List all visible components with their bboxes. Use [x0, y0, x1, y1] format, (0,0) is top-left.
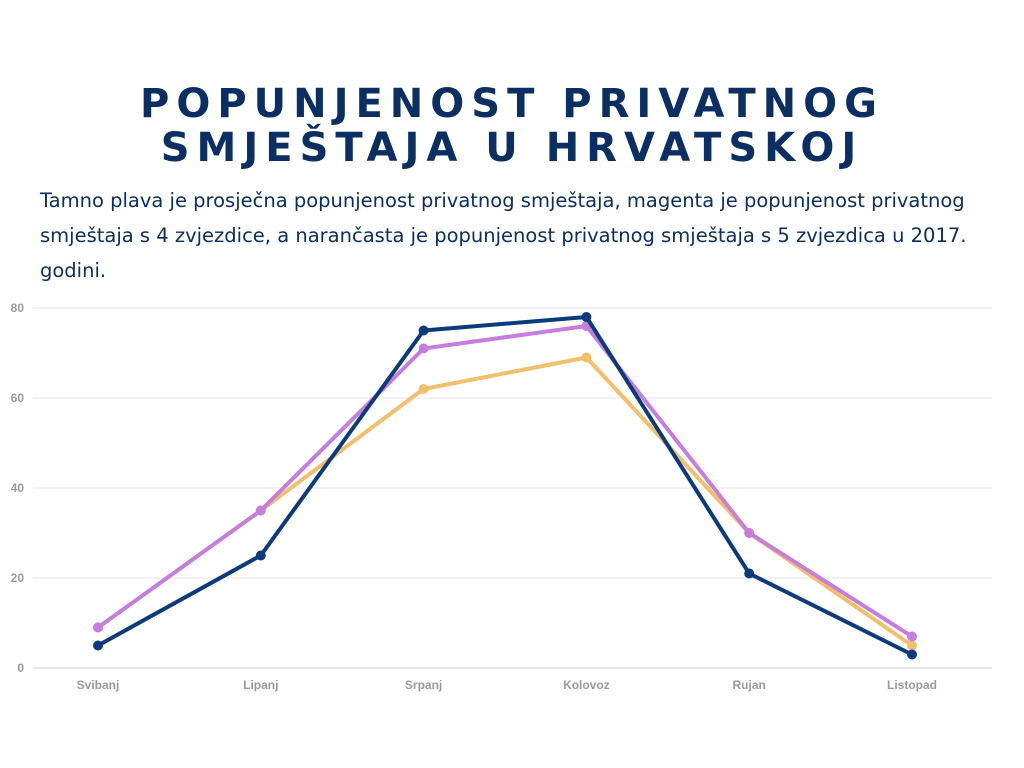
series-3-point	[418, 325, 429, 336]
series-3-point	[581, 312, 592, 322]
series-2-point	[418, 343, 429, 354]
x-tick-label: Svibanj	[77, 678, 120, 692]
x-tick-labels: Svibanj Lipanj Srpanj Kolovoz Rujan Listopad	[77, 678, 937, 692]
grid-layer	[33, 307, 992, 669]
series-line-3	[96, 315, 914, 657]
x-tick-label: Rujan	[733, 678, 766, 692]
series-1-point	[418, 384, 429, 394]
y-tick-labels: 0 20 40 60 80	[11, 301, 25, 675]
title-line-1: POPUNJENOST PRIVATNOG	[140, 81, 884, 127]
page-title: POPUNJENOST PRIVATNOG SMJEŠTAJA U HRVATS…	[0, 82, 1024, 170]
series-3-point	[93, 640, 103, 651]
series-2-point	[255, 505, 266, 516]
series-1-point	[581, 352, 592, 363]
y-tick-label: 80	[11, 301, 25, 315]
series-1-point	[907, 640, 917, 651]
title-line-2: SMJEŠTAJA U HRVATSKOJ	[160, 125, 864, 171]
y-tick-label: 40	[11, 481, 25, 495]
x-tick-label: Kolovoz	[563, 678, 610, 692]
series-2-point	[907, 631, 917, 642]
x-tick-label: Srpanj	[405, 678, 442, 692]
series-line-2	[96, 324, 914, 639]
series-2-point	[93, 622, 103, 633]
chart-description: Tamno plava je prosječna popunjenost pri…	[40, 189, 967, 282]
series-2-point	[744, 528, 755, 538]
series-line-1	[96, 355, 914, 648]
x-tick-label: Lipanj	[243, 678, 278, 692]
series-3-point	[907, 649, 917, 660]
series-3-point	[744, 568, 755, 579]
series-3-point	[255, 550, 266, 561]
y-tick-label: 20	[11, 571, 25, 585]
x-tick-label: Listopad	[887, 678, 937, 692]
y-tick-label: 60	[11, 391, 25, 405]
y-tick-label: 0	[17, 661, 24, 675]
series-layer	[93, 312, 917, 660]
